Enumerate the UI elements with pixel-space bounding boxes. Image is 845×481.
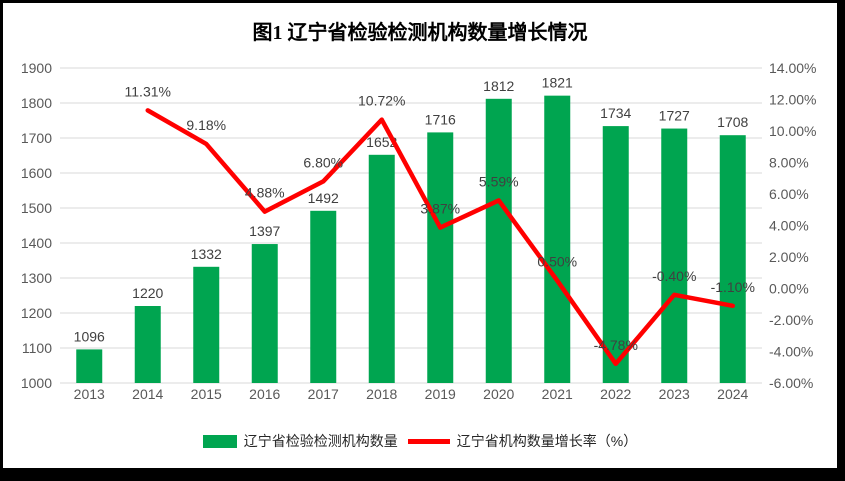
line-value-label: 5.59% <box>479 173 519 189</box>
chart-plot-canvas: 1900 1800 1700 1600 1500 1400 1300 1200 1100 1000… <box>21 60 817 402</box>
bar <box>193 266 220 383</box>
bar-value-label: 1708 <box>717 114 748 130</box>
bar-value-label: 1821 <box>542 75 573 91</box>
left-axis-tick: 1400 <box>21 235 52 251</box>
x-axis-label: 2015 <box>191 386 222 402</box>
left-axis-tick: 1900 <box>21 60 52 76</box>
bar <box>544 95 571 384</box>
bar-value-label: 1812 <box>483 78 514 94</box>
right-axis-tick: -6.00% <box>769 375 813 391</box>
right-axis-tick: 2.00% <box>769 249 809 265</box>
line-value-label: 3.87% <box>420 201 460 217</box>
left-axis-tick: 1600 <box>21 165 52 181</box>
left-axis-tick: 1800 <box>21 95 52 111</box>
bar <box>427 132 454 383</box>
legend-item-line: 辽宁省机构数量增长率（%） <box>407 431 638 451</box>
bar <box>602 126 629 383</box>
bar-value-label: 1220 <box>132 285 163 301</box>
legend-line-label: 辽宁省机构数量增长率（%） <box>456 433 638 449</box>
growth-rate-line <box>145 108 735 367</box>
bar-value-label: 1096 <box>74 328 105 344</box>
line-value-label: 0.50% <box>537 254 577 270</box>
legend-line-swatch <box>407 438 450 444</box>
left-axis-tick: 1500 <box>21 200 52 216</box>
bar <box>719 135 746 383</box>
right-axis-tick: 10.00% <box>769 123 816 139</box>
line-value-label: 6.80% <box>303 154 343 170</box>
left-axis-tick: 1300 <box>21 270 52 286</box>
bar <box>368 154 395 383</box>
bar-value-label: 1332 <box>191 246 222 262</box>
x-axis-label: 2017 <box>308 386 339 402</box>
bar <box>485 98 512 384</box>
bar <box>76 349 103 383</box>
left-axis-tick: 1000 <box>21 375 52 391</box>
x-axis-label: 2019 <box>425 386 456 402</box>
bar <box>661 128 688 383</box>
line-value-label: -1.10% <box>711 279 755 295</box>
legend: 辽宁省检验检测机构数量 辽宁省机构数量增长率（%） <box>3 431 837 451</box>
left-axis-tick: 1700 <box>21 130 52 146</box>
x-axis-label: 2018 <box>366 386 397 402</box>
x-axis-label: 2023 <box>659 386 690 402</box>
x-axis-label: 2022 <box>600 386 631 402</box>
line-value-label: -4.78% <box>594 337 638 353</box>
right-axis-tick: 12.00% <box>769 92 816 108</box>
right-axis-tick: 8.00% <box>769 155 809 171</box>
bar-value-label: 1716 <box>425 111 456 127</box>
x-axis-label: 2020 <box>483 386 514 402</box>
x-axis-label: 2024 <box>717 386 748 402</box>
bar <box>134 306 161 383</box>
line-value-label: 4.88% <box>245 185 285 201</box>
chart-title: 图1 辽宁省检验检测机构数量增长情况 <box>252 22 588 44</box>
x-axis-label: 2016 <box>249 386 280 402</box>
x-axis-label: 2021 <box>542 386 573 402</box>
bar-value-label: 1727 <box>659 108 690 124</box>
bar-value-label: 1734 <box>600 105 631 121</box>
right-axis-tick: -4.00% <box>769 344 813 360</box>
bar-value-label: 1492 <box>308 190 339 206</box>
right-axis-tick: 0.00% <box>769 281 809 297</box>
left-axis-tick: 1100 <box>22 340 52 356</box>
right-axis-tick: 14.00% <box>769 60 816 76</box>
legend-item-bars: 辽宁省检验检测机构数量 <box>202 431 398 451</box>
legend-bar-swatch <box>202 434 237 448</box>
bar-value-label: 1397 <box>249 223 280 239</box>
x-axis-label: 2014 <box>132 386 163 402</box>
bar <box>310 210 337 383</box>
line-value-label: 10.72% <box>358 93 405 109</box>
right-axis-tick: -2.00% <box>769 312 813 328</box>
x-axis-label: 2013 <box>74 386 105 402</box>
legend-bar-label: 辽宁省检验检测机构数量 <box>243 433 398 449</box>
bar <box>251 244 278 383</box>
line-value-label: 11.31% <box>125 83 171 99</box>
line-value-label: -0.40% <box>652 268 696 284</box>
right-axis-tick: 6.00% <box>769 186 809 202</box>
line-value-label: 9.18% <box>186 117 226 133</box>
right-axis-tick: 4.00% <box>769 218 809 234</box>
left-axis-tick: 1200 <box>21 305 52 321</box>
